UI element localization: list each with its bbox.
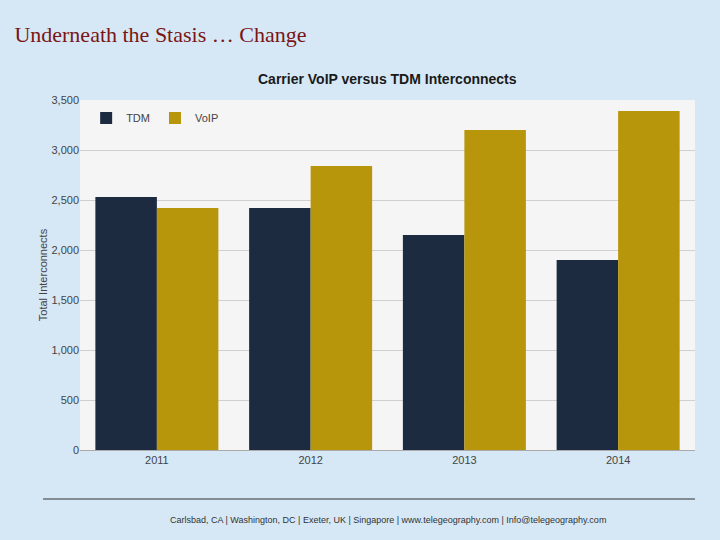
svg-text:1,500: 1,500 [51, 294, 79, 306]
svg-text:1,000: 1,000 [51, 344, 79, 356]
svg-text:TDM: TDM [126, 112, 150, 124]
svg-text:VoIP: VoIP [195, 112, 218, 124]
svg-text:Carlsbad, CA | Washington, DC: Carlsbad, CA | Washington, DC | Exeter, … [170, 515, 606, 525]
svg-text:500: 500 [61, 394, 79, 406]
svg-text:Carrier VoIP versus TDM Interc: Carrier VoIP versus TDM Interconnects [258, 71, 517, 87]
svg-text:Total Interconnects: Total Interconnects [37, 228, 49, 321]
svg-text:3,000: 3,000 [51, 144, 79, 156]
svg-text:Underneath the Stasis … Change: Underneath the Stasis … Change [14, 22, 306, 47]
svg-text:3,500: 3,500 [51, 94, 79, 106]
svg-text:0: 0 [73, 444, 79, 456]
svg-text:2013: 2013 [452, 454, 476, 466]
svg-text:2,500: 2,500 [51, 194, 79, 206]
svg-text:2014: 2014 [606, 454, 630, 466]
svg-text:2,000: 2,000 [51, 244, 79, 256]
svg-text:2012: 2012 [298, 454, 322, 466]
svg-text:2011: 2011 [145, 454, 169, 466]
